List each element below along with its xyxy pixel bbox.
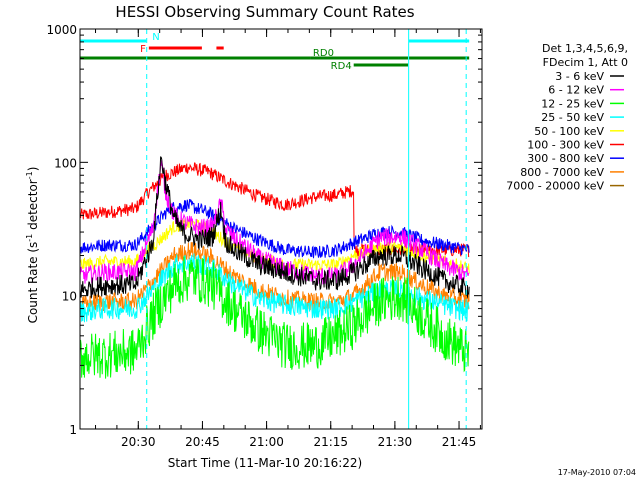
axes: 1 10 100 1000 20:30 20:45 21:00 21:15 21:30 21:45 <box>46 23 483 449</box>
plot-area <box>79 156 470 379</box>
legend-label-5: 100 - 300 keV <box>527 139 604 152</box>
y-axis-label-main: Count Rate (s <box>26 242 40 324</box>
interval-markers <box>79 29 467 429</box>
y-tick-label-0: 1 <box>69 423 77 437</box>
y-tick-label-3: 1000 <box>46 23 77 37</box>
legend-label-3: 25 - 50 keV <box>541 111 604 124</box>
legend: Det 1,3,4,5,6,9,FDecim 1, Att 03 - 6 keV… <box>506 42 628 193</box>
legend-label-6: 300 - 800 keV <box>527 152 604 165</box>
y-axis-label-sup2: -1 <box>25 171 34 179</box>
y-axis-label-sup1: -1 <box>25 234 34 242</box>
y-tick-label-1: 10 <box>62 290 77 304</box>
y-axis-label-mid: detector <box>26 179 40 234</box>
legend-header-1: FDecim 1, Att 0 <box>543 56 628 69</box>
legend-label-2: 12 - 25 keV <box>541 97 604 110</box>
series-line-4 <box>79 156 470 300</box>
x-tick-label-5: 21:45 <box>442 435 477 449</box>
flag-label-0: N <box>152 32 159 43</box>
flag-label-1: F <box>140 44 146 55</box>
x-axis-label: Start Time (11-Mar-10 20:16:22) <box>168 456 362 470</box>
legend-header-0: Det 1,3,4,5,6,9, <box>542 42 628 55</box>
date-stamp: 17-May-2010 07:04 <box>558 468 636 477</box>
legend-label-7: 800 - 7000 keV <box>520 166 604 179</box>
y-tick-label-2: 100 <box>54 156 77 170</box>
series-line-7 <box>79 256 470 379</box>
flag-bars: NF RD0 RD4 <box>80 32 470 72</box>
legend-label-0: 3 - 6 keV <box>555 70 604 83</box>
x-tick-label-2: 21:00 <box>249 435 284 449</box>
x-tick-label-1: 20:45 <box>185 435 220 449</box>
flag-label-3: RD0 <box>313 48 334 59</box>
legend-label-1: 6 - 12 keV <box>548 84 604 97</box>
y-axis-label-end: ) <box>26 167 40 172</box>
series-line-1 <box>79 199 470 259</box>
chart-title: HESSI Observing Summary Count Rates <box>115 3 414 21</box>
legend-label-4: 50 - 100 keV <box>534 125 604 138</box>
legend-label-8: 7000 - 20000 keV <box>506 180 604 193</box>
x-tick-label-4: 21:30 <box>378 435 413 449</box>
series-line-0 <box>79 162 470 258</box>
y-axis-label: Count Rate (s-1 detector-1) <box>25 167 40 324</box>
plot-frame <box>79 28 483 430</box>
flag-label-4: RD4 <box>331 61 352 72</box>
x-tick-label-3: 21:15 <box>313 435 348 449</box>
x-tick-label-0: 20:30 <box>121 435 156 449</box>
